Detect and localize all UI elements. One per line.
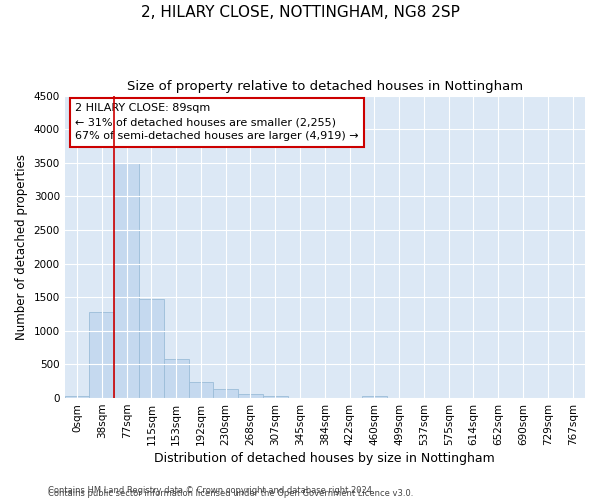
Bar [214, 389, 238, 398]
Bar [164, 359, 188, 398]
Title: Size of property relative to detached houses in Nottingham: Size of property relative to detached ho… [127, 80, 523, 93]
Bar [188, 382, 214, 398]
Bar [238, 394, 263, 398]
Bar [362, 396, 387, 398]
Text: Contains HM Land Registry data © Crown copyright and database right 2024.: Contains HM Land Registry data © Crown c… [48, 486, 374, 495]
Bar [89, 312, 114, 398]
Bar [139, 298, 164, 398]
Bar [114, 163, 139, 398]
Text: Contains public sector information licensed under the Open Government Licence v3: Contains public sector information licen… [48, 490, 413, 498]
X-axis label: Distribution of detached houses by size in Nottingham: Distribution of detached houses by size … [154, 452, 495, 465]
Text: 2 HILARY CLOSE: 89sqm
← 31% of detached houses are smaller (2,255)
67% of semi-d: 2 HILARY CLOSE: 89sqm ← 31% of detached … [75, 103, 359, 141]
Y-axis label: Number of detached properties: Number of detached properties [15, 154, 28, 340]
Bar [263, 396, 287, 398]
Text: 2, HILARY CLOSE, NOTTINGHAM, NG8 2SP: 2, HILARY CLOSE, NOTTINGHAM, NG8 2SP [140, 5, 460, 20]
Bar [65, 396, 89, 398]
